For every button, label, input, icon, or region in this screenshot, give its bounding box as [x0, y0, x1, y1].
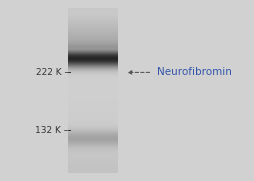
Text: 132 K –: 132 K – [35, 126, 69, 135]
Text: Neurofibromin: Neurofibromin [157, 67, 232, 77]
Text: 222 K –: 222 K – [36, 68, 69, 77]
